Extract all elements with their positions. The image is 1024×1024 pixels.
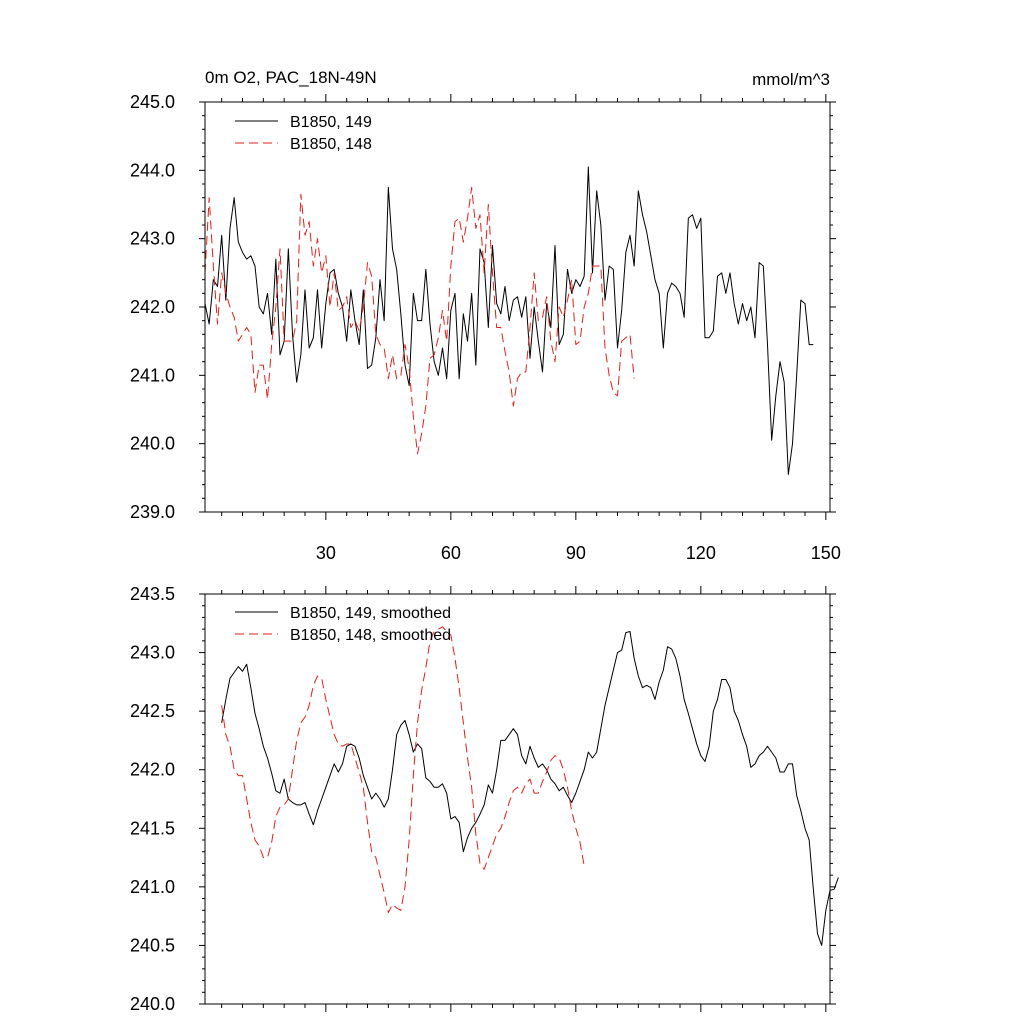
series-line-top-1 bbox=[204, 186, 635, 455]
y-tick-label: 241.0 bbox=[130, 365, 175, 385]
y-tick-label: 242.0 bbox=[130, 760, 175, 780]
x-tick-label: 30 bbox=[316, 543, 336, 563]
y-tick-label: 243.0 bbox=[130, 643, 175, 663]
y-tick-label: 240.0 bbox=[130, 994, 175, 1014]
top-panel-legend: B1850, 149 B1850, 148 bbox=[235, 114, 372, 153]
top-panel-marks bbox=[204, 166, 814, 475]
x-tick-label: 150 bbox=[811, 543, 841, 563]
series-line-bottom-0 bbox=[221, 630, 839, 946]
bottom-panel-legend: B1850, 149, smoothed B1850, 148, smoothe… bbox=[235, 605, 451, 644]
x-tick-label: 60 bbox=[441, 543, 461, 563]
x-tick-label: 120 bbox=[686, 543, 716, 563]
bottom-panel-marks bbox=[221, 626, 839, 946]
series-line-top-0 bbox=[204, 166, 814, 475]
y-tick-label: 242.0 bbox=[130, 297, 175, 317]
bottom-panel: 240.0 240.5 241.0 241.5 242.0 242.5 243.0 243.5… bbox=[130, 584, 839, 1014]
legend-label-149-smoothed: B1850, 149, smoothed bbox=[290, 605, 451, 622]
y-tick-label: 243.0 bbox=[130, 229, 175, 249]
top-panel: 0m O2, PAC_18N-49N mmol/m^3 239.0 240.0 24… bbox=[130, 68, 841, 563]
bottom-panel-frame bbox=[204, 593, 831, 1005]
y-tick-label: 241.0 bbox=[130, 877, 175, 897]
y-tick-label: 240.0 bbox=[130, 434, 175, 454]
legend-label-148: B1850, 148 bbox=[290, 136, 372, 153]
title-left: 0m O2, PAC_18N-49N bbox=[205, 68, 377, 87]
y-tick-label: 244.0 bbox=[130, 160, 175, 180]
y-tick-label: 245.0 bbox=[130, 92, 175, 112]
y-tick-label: 242.5 bbox=[130, 701, 175, 721]
legend-label-148-smoothed: B1850, 148, smoothed bbox=[290, 627, 451, 644]
bottom-panel-axes: 240.0 240.5 241.0 241.5 242.0 242.5 243.0 243.5 bbox=[130, 584, 836, 1014]
y-tick-label: 241.5 bbox=[130, 818, 175, 838]
y-tick-label: 239.0 bbox=[130, 502, 175, 522]
top-panel-frame bbox=[204, 101, 831, 513]
title-right: mmol/m^3 bbox=[752, 70, 830, 89]
y-tick-label: 243.5 bbox=[130, 584, 175, 604]
series-line-bottom-1 bbox=[221, 626, 585, 914]
x-tick-label: 90 bbox=[566, 543, 586, 563]
legend-label-149: B1850, 149 bbox=[290, 114, 372, 131]
top-panel-axes: 239.0 240.0 241.0 242.0 243.0 244.0 245.0 30 60 9… bbox=[130, 92, 841, 563]
y-tick-label: 240.5 bbox=[130, 935, 175, 955]
